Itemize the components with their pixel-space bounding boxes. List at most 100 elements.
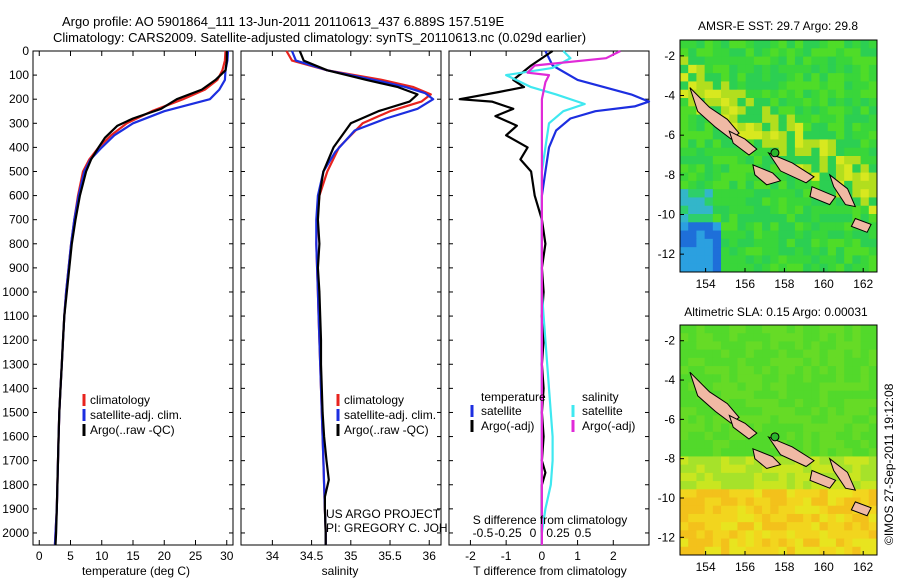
map-cell <box>704 522 714 531</box>
legend-title-temperature: temperature <box>481 390 546 404</box>
legend-label: Argo(-adj) <box>582 419 635 433</box>
map-cell <box>737 440 747 449</box>
map-cell <box>844 489 853 498</box>
map-cell <box>696 366 706 375</box>
legend-label: satellite <box>582 404 623 418</box>
salinity-axes <box>240 50 442 546</box>
map-cell <box>868 114 878 124</box>
map-cell <box>753 156 763 165</box>
map-cell <box>680 89 689 99</box>
map-cell <box>852 448 862 457</box>
map-cell <box>696 448 706 457</box>
map-cell <box>778 122 788 132</box>
map-cell <box>770 73 779 82</box>
x-tick-label: 162 <box>853 560 873 574</box>
y-tick-label: -8 <box>664 452 675 466</box>
map-cell <box>803 374 812 383</box>
map-cell <box>729 366 738 375</box>
map-cell <box>729 172 738 182</box>
map-cell <box>778 390 788 400</box>
map-cell <box>753 238 763 248</box>
map-cell <box>737 238 747 248</box>
map-cell <box>786 48 796 58</box>
map-cell <box>811 255 821 265</box>
map-cell <box>827 48 837 58</box>
map-cell <box>811 106 821 116</box>
map-cell <box>712 390 722 400</box>
map-cell <box>860 415 870 425</box>
map-cell <box>786 390 796 400</box>
map-cell <box>860 263 870 273</box>
map-cell <box>753 398 763 408</box>
map-cell <box>712 197 722 207</box>
map-cell <box>844 456 853 466</box>
map-cell <box>844 374 853 383</box>
map-cell <box>852 164 862 174</box>
map-cell <box>794 106 804 116</box>
map-cell <box>721 131 730 140</box>
map-cell <box>704 333 714 342</box>
map-cell <box>753 205 763 215</box>
map-cell <box>737 230 747 240</box>
map-cell <box>696 222 706 232</box>
map-cell <box>827 472 837 482</box>
map-cell <box>704 255 714 265</box>
series-line-black <box>54 51 228 546</box>
map-cell <box>844 122 853 132</box>
map-cell <box>729 238 738 248</box>
map-cell <box>811 423 821 433</box>
map-cell <box>745 98 755 107</box>
map-cell <box>737 448 747 457</box>
map-cell <box>688 390 697 400</box>
map-cell <box>712 189 722 198</box>
map-cell <box>852 156 862 165</box>
map-cell <box>860 81 870 91</box>
map-cell <box>688 64 697 74</box>
map-cell <box>762 48 771 58</box>
map-cell <box>704 81 714 91</box>
y-tick-label: 500 <box>9 164 29 178</box>
difference-profiles <box>458 50 651 545</box>
map-cell <box>868 464 878 474</box>
map-cell <box>844 114 853 124</box>
map-cell <box>712 440 722 449</box>
map-cell <box>778 407 788 416</box>
map-cell <box>770 333 779 342</box>
map-cell <box>770 325 779 334</box>
y-tick-label: -6 <box>664 412 675 426</box>
map-cell <box>794 505 804 515</box>
map-cell <box>827 106 837 116</box>
map-cell <box>737 325 747 334</box>
map-cell <box>852 456 862 466</box>
map-cell <box>778 456 788 466</box>
x-tick-label: 30 <box>220 549 234 563</box>
temperature-xlabel: temperature (deg C) <box>82 564 190 578</box>
map-cell <box>819 56 829 66</box>
map-cell <box>827 205 837 215</box>
map-cell <box>811 40 821 49</box>
map-cell <box>827 247 837 256</box>
map-cell <box>762 325 771 334</box>
map-cell <box>811 390 821 400</box>
map-cell <box>778 56 788 66</box>
map-cell <box>844 263 853 273</box>
map-cell <box>696 489 706 498</box>
map-cell <box>737 497 747 507</box>
map-cell <box>803 222 812 232</box>
map-cell <box>835 497 845 507</box>
map-cell <box>745 205 755 215</box>
map-cell <box>794 374 804 383</box>
map-cell <box>737 122 747 132</box>
map-cell <box>688 341 697 351</box>
x-tick-label: 10 <box>95 549 109 563</box>
map-cell <box>868 472 878 482</box>
map-cell <box>704 546 714 556</box>
map-cell <box>721 349 730 359</box>
map-cell <box>762 341 771 351</box>
map-cell <box>844 448 853 457</box>
map-cell <box>794 56 804 66</box>
map-cell <box>868 122 878 132</box>
map-cell <box>745 214 755 223</box>
map-cell <box>844 505 853 515</box>
map-cell <box>803 431 812 441</box>
